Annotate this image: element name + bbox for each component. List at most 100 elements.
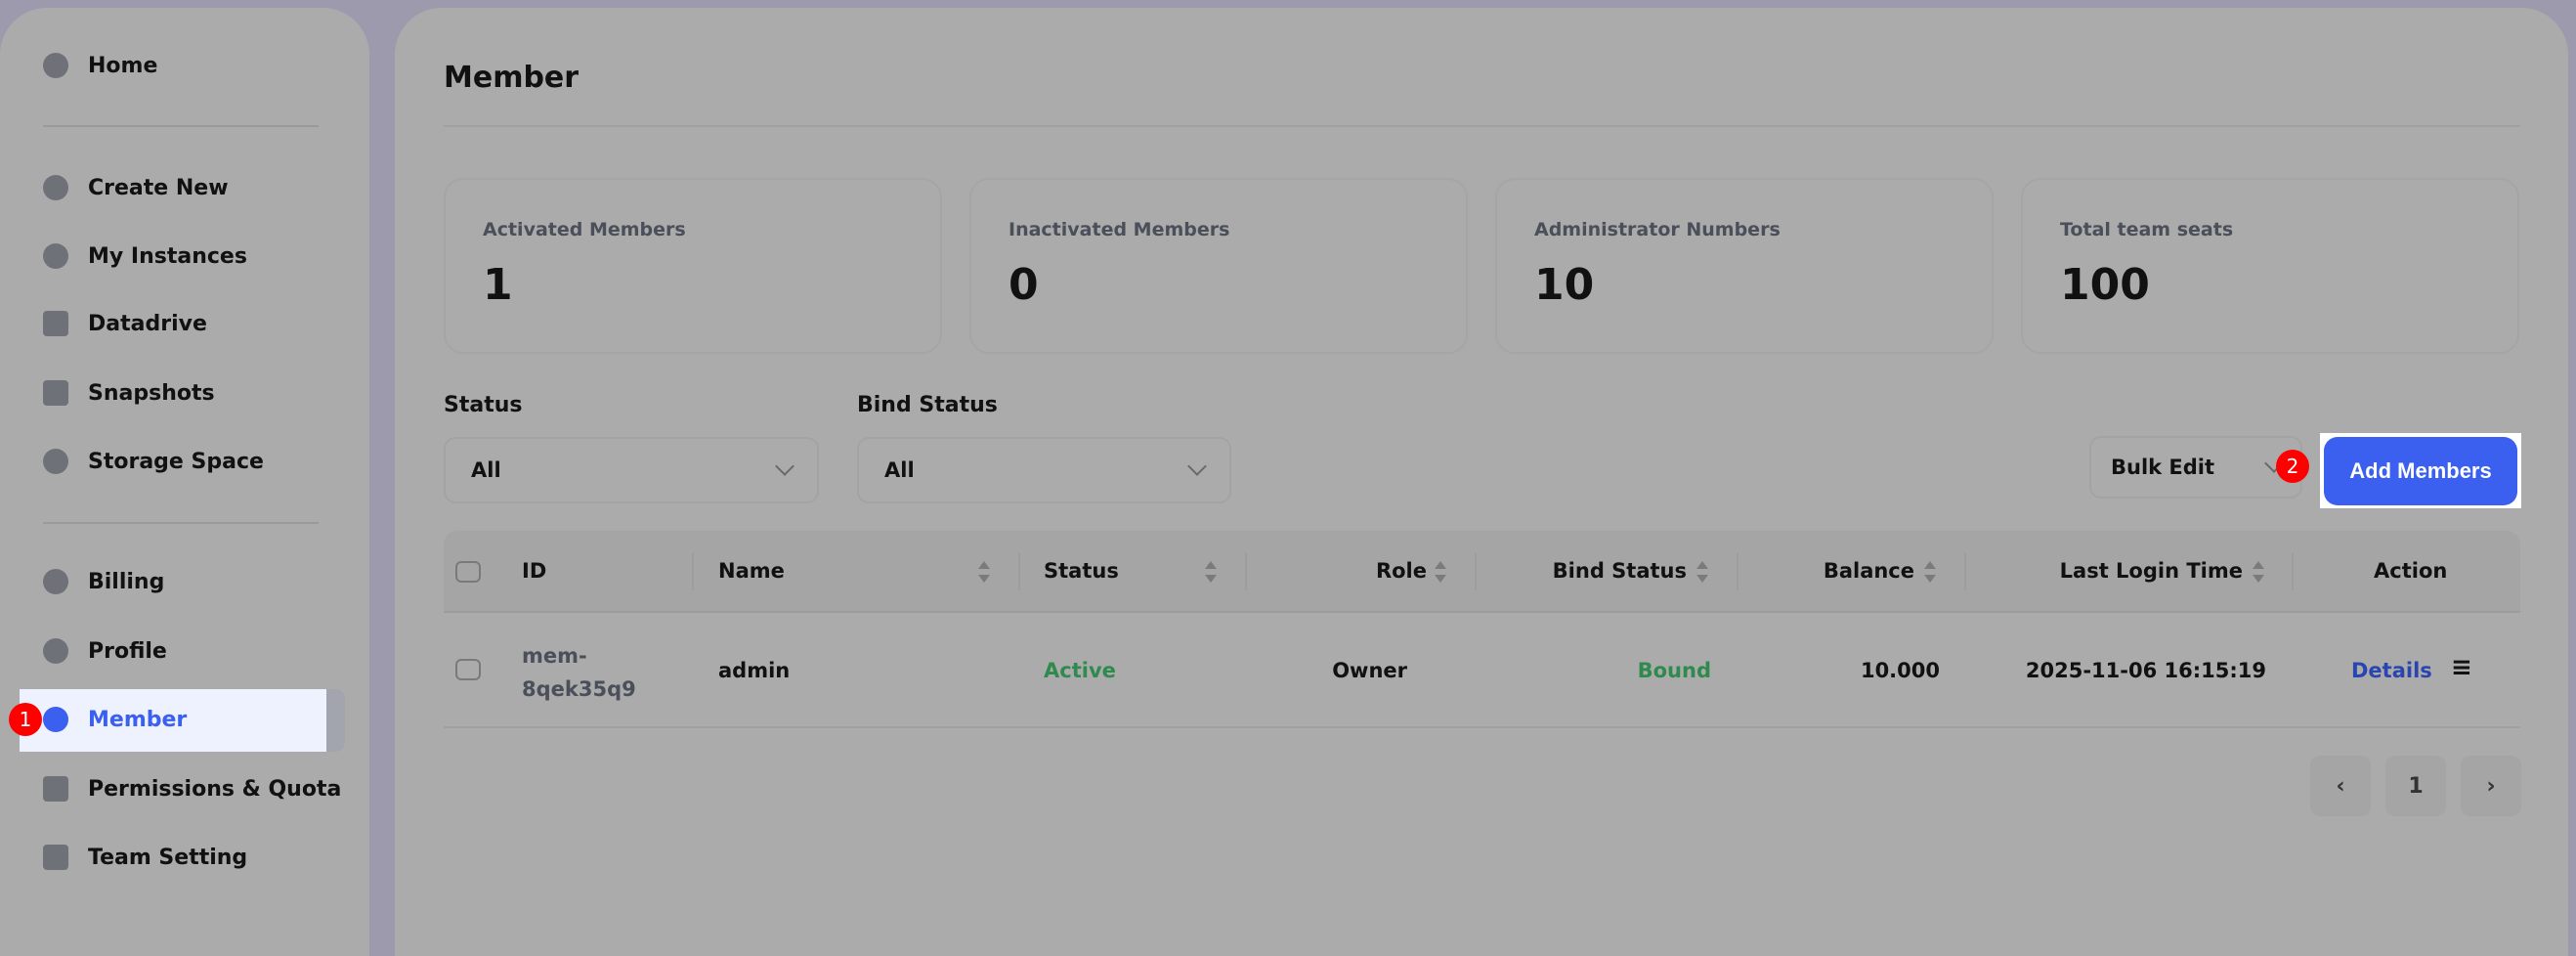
label: Snapshots <box>88 380 215 406</box>
stat-label: Inactivated Members <box>1009 219 1230 240</box>
dollar-icon <box>43 569 68 594</box>
status-badge: Active <box>1044 659 1116 682</box>
building-icon <box>43 845 68 870</box>
storage-icon <box>43 449 68 474</box>
bind-status: Bound <box>1637 659 1711 682</box>
label: Billing <box>88 569 165 594</box>
next-page-button[interactable]: › <box>2461 756 2521 816</box>
column-header-bind-status[interactable]: Bind Status <box>1552 559 1687 583</box>
sidebar-item-team-setting[interactable]: Team Setting <box>43 836 247 879</box>
user-icon <box>43 638 68 664</box>
status-filter-label: Status <box>444 393 523 417</box>
sidebar-item-datadrive[interactable]: Datadrive <box>43 302 207 345</box>
menu-icon[interactable]: ≡ <box>2451 653 2472 682</box>
stat-label: Activated Members <box>483 219 686 240</box>
select-value: All <box>471 458 501 482</box>
member-role: Owner <box>1332 659 1407 682</box>
stat-card-inactivated: Inactivated Members 0 <box>969 178 1468 354</box>
details-link[interactable]: Details <box>2351 659 2432 682</box>
table-row <box>444 613 2520 728</box>
column-header-balance[interactable]: Balance <box>1823 559 1914 583</box>
label: Home <box>88 53 158 78</box>
select-all-checkbox[interactable] <box>455 561 481 583</box>
divider <box>444 125 2520 127</box>
column-header-last-login[interactable]: Last Login Time <box>2059 559 2243 583</box>
sort-icon[interactable] <box>1435 561 1446 583</box>
id-line: mem- <box>522 644 587 668</box>
column-header-status[interactable]: Status <box>1044 559 1119 583</box>
stat-card-seats: Total team seats 100 <box>2021 178 2519 354</box>
prev-page-button[interactable]: ‹ <box>2310 756 2371 816</box>
chevron-down-icon <box>1187 456 1207 476</box>
label: Storage Space <box>88 449 264 474</box>
label: Datadrive <box>88 311 207 336</box>
label: Member <box>88 707 188 732</box>
active-highlight <box>20 689 326 752</box>
sidebar-item-home[interactable]: Home <box>43 44 157 87</box>
balance: 10.000 <box>1860 659 1940 682</box>
stat-value: 10 <box>1534 260 1595 310</box>
bind-status-filter-select[interactable]: All <box>857 437 1231 503</box>
page-title: Member <box>444 61 580 95</box>
column-separator <box>1737 553 1739 590</box>
chevron-down-icon <box>775 456 794 476</box>
label: Profile <box>88 638 167 664</box>
sidebar-item-member[interactable]: Member <box>43 698 187 741</box>
id-line: 8qek35q9 <box>522 677 636 701</box>
column-separator <box>2292 553 2294 590</box>
column-header-role[interactable]: Role <box>1375 559 1427 583</box>
column-separator <box>1964 553 1966 590</box>
column-separator <box>692 553 694 590</box>
sort-icon[interactable] <box>1205 561 1217 583</box>
divider <box>43 522 319 524</box>
page-button-1[interactable]: 1 <box>2385 756 2446 816</box>
select-value: Bulk Edit <box>2111 456 2215 479</box>
sort-icon[interactable] <box>2253 561 2264 583</box>
gauge-icon <box>43 53 68 78</box>
column-separator <box>1018 553 1020 590</box>
sidebar-item-snapshots[interactable]: Snapshots <box>43 371 215 414</box>
sort-icon[interactable] <box>1924 561 1936 583</box>
sidebar-item-create-new[interactable]: Create New <box>43 166 229 209</box>
stat-value: 100 <box>2060 260 2150 310</box>
add-members-button[interactable]: Add Members <box>2324 437 2517 505</box>
select-value: All <box>884 458 915 482</box>
stat-value: 1 <box>483 260 513 310</box>
sort-icon[interactable] <box>1696 561 1708 583</box>
stat-value: 0 <box>1009 260 1039 310</box>
bulk-edit-select[interactable]: Bulk Edit <box>2089 436 2302 499</box>
shield-icon <box>43 776 68 802</box>
globe-icon <box>43 175 68 200</box>
stat-label: Administrator Numbers <box>1534 219 1781 240</box>
column-header-name[interactable]: Name <box>718 559 785 583</box>
column-header-id: ID <box>522 559 547 583</box>
annotation-badge-2: 2 <box>2276 450 2309 483</box>
main-panel <box>395 8 2568 956</box>
member-id: mem- 8qek35q9 <box>522 639 636 706</box>
archive-icon <box>43 380 68 406</box>
sidebar-item-profile[interactable]: Profile <box>43 630 167 673</box>
users-icon <box>43 707 68 732</box>
sidebar-item-storage-space[interactable]: Storage Space <box>43 440 264 483</box>
member-name: admin <box>718 659 791 682</box>
table-header <box>444 531 2520 613</box>
sidebar-item-my-instances[interactable]: My Instances <box>43 235 247 278</box>
column-header-action: Action <box>2374 559 2448 583</box>
column-separator <box>1475 553 1477 590</box>
last-login-time: 2025-11-06 16:15:19 <box>2025 659 2266 682</box>
row-checkbox[interactable] <box>455 659 481 680</box>
status-filter-select[interactable]: All <box>444 437 819 503</box>
sidebar-item-billing[interactable]: Billing <box>43 560 164 603</box>
sort-icon[interactable] <box>978 561 990 583</box>
stat-card-activated: Activated Members 1 <box>444 178 942 354</box>
stat-label: Total team seats <box>2060 219 2234 240</box>
label: Permissions & Quota <box>88 776 342 802</box>
divider <box>43 125 319 127</box>
label: Create New <box>88 175 229 200</box>
annotation-badge-1: 1 <box>9 703 42 736</box>
label: My Instances <box>88 243 247 269</box>
cube-icon <box>43 243 68 269</box>
sidebar-item-permissions-quota[interactable]: Permissions & Quota <box>43 767 341 810</box>
column-separator <box>1245 553 1247 590</box>
stat-card-administrators: Administrator Numbers 10 <box>1495 178 1994 354</box>
